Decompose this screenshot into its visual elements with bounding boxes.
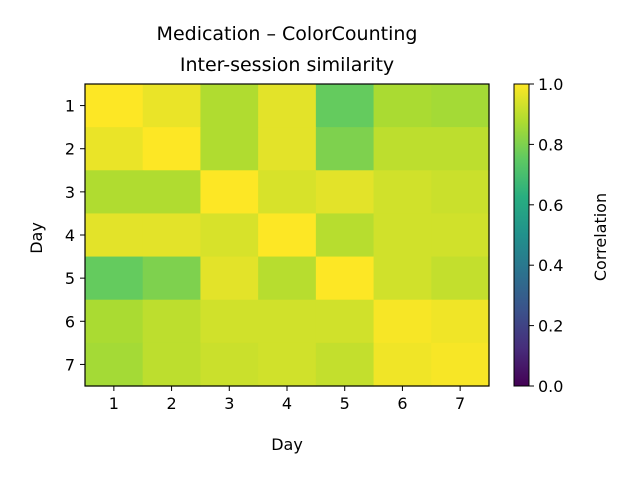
x-tick-label: 3: [224, 394, 234, 413]
heatmap-cell: [315, 84, 375, 128]
heatmap-cell: [373, 84, 432, 128]
heatmap-cell: [373, 342, 432, 387]
heatmap-cell: [142, 256, 202, 301]
colorbar: [513, 83, 530, 387]
colorbar-tick-label: 0.0: [538, 377, 563, 396]
heatmap-cell: [315, 299, 375, 344]
colorbar-tick-label: 1.0: [538, 75, 563, 94]
y-axis-ticks: 1 2 3 4 5 6 7: [65, 97, 85, 374]
heatmap-cell: [200, 127, 259, 171]
heatmap-cell: [373, 256, 432, 301]
y-axis-label: Day: [27, 222, 46, 254]
x-axis-ticks: 1 2 3 4 5 6 7: [109, 386, 465, 413]
chart-title-line2: Inter-session similarity: [180, 54, 394, 76]
heatmap-cell: [142, 84, 202, 128]
heatmap-cell: [258, 127, 317, 171]
heatmap-cell: [315, 170, 375, 215]
heatmap-cell: [315, 342, 375, 387]
x-tick-label: 4: [282, 394, 292, 413]
heatmap-cell: [85, 84, 144, 128]
heatmap-cell: [258, 213, 317, 258]
colorbar-tick-label: 0.8: [538, 135, 563, 154]
colorbar-ticks: 0.0 0.2 0.4 0.6 0.8 1.0: [529, 75, 563, 396]
y-tick-label: 7: [65, 355, 75, 374]
heatmap-cell: [85, 299, 144, 344]
heatmap-cell: [431, 299, 490, 344]
heatmap-cell: [258, 170, 317, 215]
x-tick-label: 1: [109, 394, 119, 413]
heatmap-cells: [85, 84, 490, 387]
heatmap-cell: [431, 84, 490, 128]
heatmap-cell: [258, 342, 317, 387]
heatmap-cell: [200, 256, 259, 301]
heatmap-cell: [200, 170, 259, 215]
heatmap-cell: [200, 342, 259, 387]
colorbar-tick-label: 0.4: [538, 256, 563, 275]
heatmap-cell: [258, 299, 317, 344]
heatmap-cell: [431, 170, 490, 215]
y-tick-label: 5: [65, 269, 75, 288]
heatmap-cell: [315, 127, 375, 171]
heatmap-cell: [373, 170, 432, 215]
heatmap-cell: [315, 256, 375, 301]
y-tick-label: 1: [65, 97, 75, 116]
heatmap-cell: [373, 127, 432, 171]
heatmap-cell: [258, 84, 317, 128]
heatmap-cell: [431, 342, 490, 387]
heatmap-cell: [85, 213, 144, 258]
heatmap-cell: [200, 299, 259, 344]
heatmap-cell: [142, 213, 202, 258]
y-tick-label: 2: [65, 140, 75, 159]
heatmap-cell: [142, 170, 202, 215]
heatmap-cell: [373, 299, 432, 344]
heatmap-cell: [142, 127, 202, 171]
x-tick-label: 6: [397, 394, 407, 413]
heatmap-cell: [142, 342, 202, 387]
x-tick-label: 7: [455, 394, 465, 413]
y-tick-label: 6: [65, 312, 75, 331]
colorbar-tick-label: 0.6: [538, 196, 563, 215]
heatmap-cell: [258, 256, 317, 301]
y-tick-label: 3: [65, 183, 75, 202]
heatmap-cell: [85, 170, 144, 215]
heatmap-cell: [85, 127, 144, 171]
x-axis-label: Day: [271, 435, 303, 454]
chart-title-line1: Medication – ColorCounting: [157, 23, 418, 45]
heatmap-cell: [373, 213, 432, 258]
heatmap-cell: [315, 213, 375, 258]
x-tick-label: 2: [166, 394, 176, 413]
heatmap-cell: [85, 256, 144, 301]
heatmap-cell: [431, 213, 490, 258]
colorbar-label: Correlation: [591, 193, 610, 281]
heatmap-cell: [431, 127, 490, 171]
x-tick-label: 5: [340, 394, 350, 413]
heatmap-cell: [200, 213, 259, 258]
colorbar-tick-label: 0.2: [538, 317, 563, 336]
heatmap-cell: [142, 299, 202, 344]
heatmap-cell: [200, 84, 259, 128]
y-tick-label: 4: [65, 226, 75, 245]
heatmap-cell: [85, 342, 144, 387]
heatmap-cell: [431, 256, 490, 301]
